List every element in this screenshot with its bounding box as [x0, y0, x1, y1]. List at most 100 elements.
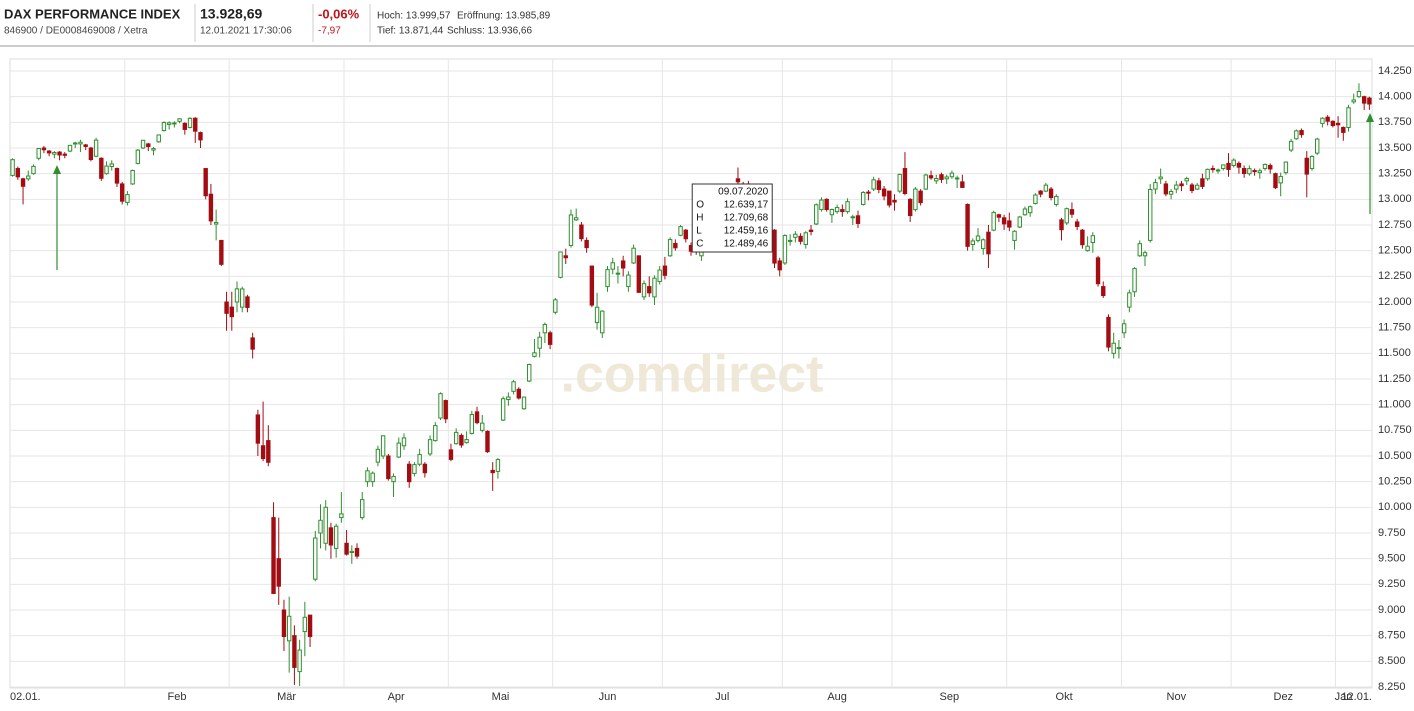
candle-body: [286, 615, 292, 642]
candle-body: [1054, 195, 1059, 205]
candle-body: [281, 609, 287, 637]
candle-body: [250, 337, 255, 350]
candle-body: [527, 364, 532, 382]
candle-body: [417, 454, 422, 465]
candle-body: [453, 431, 459, 445]
candle-body: [459, 434, 464, 446]
y-tick-label: 8.750: [1378, 630, 1406, 642]
candle-body: [1168, 191, 1174, 195]
candle-body: [380, 435, 386, 457]
candle-body: [907, 198, 913, 217]
candle-body: [490, 469, 495, 474]
candle-body: [996, 214, 1002, 218]
candle-body: [1148, 188, 1153, 241]
y-tick-label: 10.750: [1378, 424, 1412, 436]
candle-body: [140, 139, 146, 149]
candle-body: [443, 400, 448, 420]
candle-body: [594, 306, 600, 324]
candle-body: [469, 414, 475, 434]
candle-body: [1200, 178, 1205, 187]
candle-body: [1048, 188, 1054, 198]
plot-area: [9, 58, 1373, 689]
candle-body: [850, 216, 855, 219]
candle-body: [313, 537, 318, 580]
candle-body: [448, 449, 454, 460]
candle-body: [1283, 161, 1289, 174]
x-tick-label: Feb: [168, 691, 187, 703]
y-tick-label: 11.500: [1378, 347, 1411, 359]
candle-body: [52, 152, 57, 155]
candle-body: [93, 139, 99, 157]
datetime: 12.01.2021 17:30:06: [200, 26, 292, 37]
candle-body: [20, 178, 26, 187]
candle-body: [193, 117, 198, 132]
x-tick-label: Mär: [277, 691, 296, 703]
candle-body: [641, 283, 647, 298]
candle-body: [1189, 184, 1195, 192]
candle-body: [902, 168, 908, 194]
y-tick-label: 11.250: [1378, 373, 1411, 385]
candle-body: [1022, 208, 1028, 216]
candle-body: [187, 117, 193, 128]
candle-body: [1038, 190, 1043, 195]
candle-body: [829, 208, 835, 216]
candle-body: [605, 269, 610, 288]
candle-body: [271, 517, 276, 594]
candle-body: [88, 147, 94, 160]
header: DAX PERFORMANCE INDEX 846900 / DE0008469…: [0, 4, 1414, 47]
candle-body: [177, 118, 182, 122]
candle-body: [819, 199, 824, 211]
candle-body: [1309, 155, 1315, 170]
candle-body: [657, 269, 662, 282]
candle-body: [1142, 252, 1148, 257]
candle-body: [949, 172, 955, 178]
candle-body: [1184, 178, 1189, 182]
candle-body: [1132, 268, 1137, 293]
candle-body: [422, 463, 428, 474]
candle-body: [934, 177, 939, 182]
candle-body: [620, 260, 626, 269]
tooltip-value: 12.639,17: [724, 200, 769, 211]
candle-body: [135, 149, 141, 164]
candle-body: [787, 239, 793, 242]
candle-body: [464, 439, 469, 444]
candle-body: [1174, 184, 1179, 190]
candle-body: [276, 558, 281, 587]
candle-body: [234, 288, 240, 303]
x-tick-label: Apr: [388, 691, 405, 703]
candle-body: [516, 388, 521, 399]
candle-body: [511, 381, 516, 392]
tooltip-key: H: [696, 213, 703, 224]
candle-body: [260, 445, 266, 460]
candle-body: [1069, 209, 1075, 215]
prev-close: Schluss: 13.936,66: [447, 26, 532, 37]
candle-body: [1361, 96, 1367, 104]
tooltip-value: 12.709,68: [724, 213, 769, 224]
candle-body: [57, 151, 62, 156]
candle-body: [1346, 107, 1351, 128]
candle-body: [579, 224, 584, 240]
candle-body: [939, 174, 944, 180]
signal-markers: [53, 113, 1374, 270]
candle-body: [537, 336, 542, 349]
candle-body: [339, 513, 344, 519]
candle-body: [146, 143, 151, 148]
tooltip-key: O: [696, 200, 704, 211]
candle-body: [991, 212, 996, 231]
x-tick-label: Dez: [1274, 691, 1294, 703]
candle-body: [292, 635, 297, 668]
y-tick-label: 10.250: [1378, 476, 1412, 488]
candle-body: [626, 274, 631, 288]
candle-body: [401, 437, 407, 447]
candle-body: [861, 191, 866, 205]
candle-body: [495, 459, 501, 472]
candle-body: [631, 247, 636, 264]
x-tick-label: Sep: [940, 691, 960, 703]
candle-body: [1320, 117, 1325, 124]
candle-body: [866, 191, 871, 194]
candle-body: [532, 352, 537, 357]
candle-body: [793, 233, 798, 238]
candle-body: [970, 240, 975, 246]
candle-body: [1158, 176, 1163, 180]
candle-body: [386, 455, 391, 480]
